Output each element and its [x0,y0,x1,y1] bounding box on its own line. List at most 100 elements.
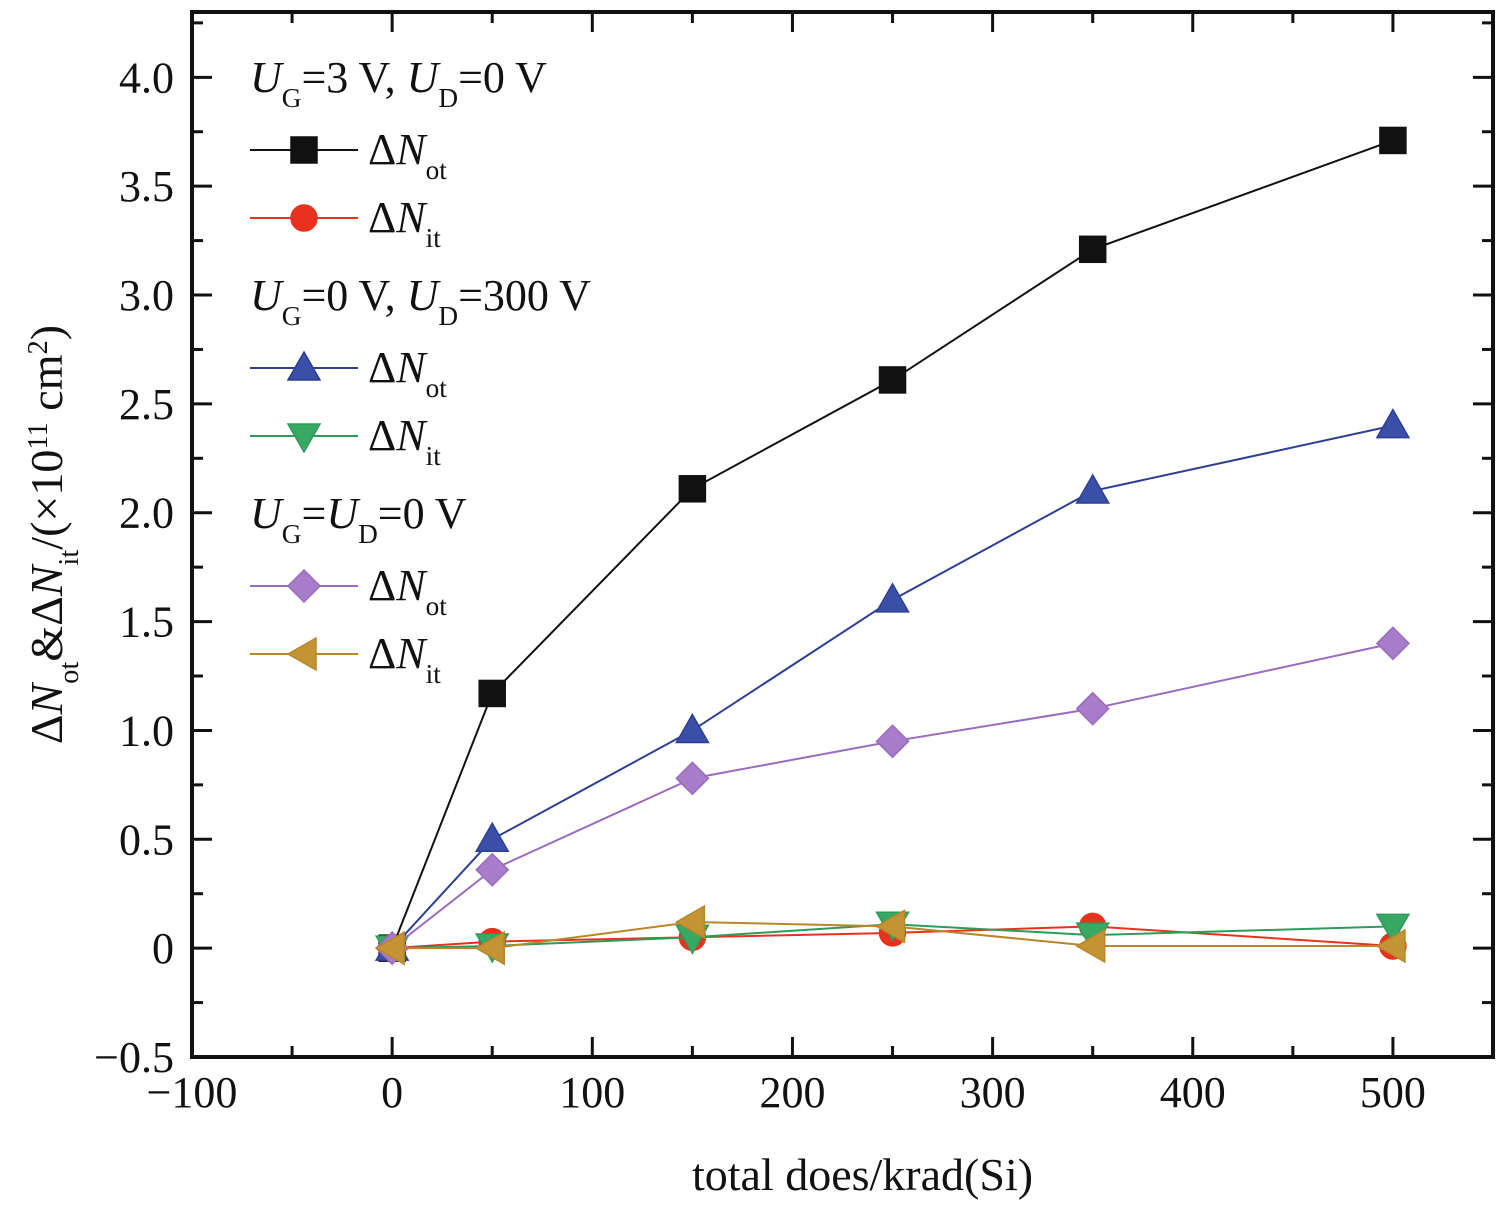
data-point [475,852,510,887]
x-tick-label: 500 [1360,1068,1426,1117]
text-part: D [438,83,458,113]
legend-marker [286,636,317,672]
x-tick-label: −100 [147,1068,238,1117]
data-point [875,582,910,613]
data-point [674,904,706,940]
text-part: Δ [368,343,396,392]
data-point [1379,126,1407,155]
x-tick-label: 100 [559,1068,625,1117]
y-tick-label: 4.0 [119,53,174,102]
data-point [1075,691,1110,726]
y-tick-label: 0 [152,924,174,973]
data-point [1375,913,1411,944]
text-part: N [21,563,72,597]
data-point [1375,928,1406,964]
text-part: D [358,519,378,549]
text-part: U [326,489,361,538]
text-part: Δ [21,715,72,745]
text-part: Δ [368,193,396,242]
text-part: N [395,343,428,392]
text-part: =0 V [458,53,547,102]
data-point [478,679,506,708]
y-tick-label: 0.5 [119,815,174,864]
data-point [1075,473,1110,504]
text-part: N [395,125,428,174]
legend-marker [290,204,318,232]
text-part: =3 V, [301,53,406,102]
text-part: ot [54,662,85,684]
x-tick-label: 400 [1160,1068,1226,1117]
y-tick-label: 3.0 [119,271,174,320]
legend-entry: ΔNit [250,411,441,471]
data-point [474,930,505,966]
y-tick-labels: −0.5 0 0.5 1.0 1.5 2.0 2.5 3.0 3.5 4.0 [94,53,174,1082]
legend-label: ΔNit [368,411,441,471]
text-part: U [407,271,442,320]
y-tick-label: 3.5 [119,162,174,211]
text-part: cm [21,354,72,422]
text-part: G [282,519,302,549]
series-line [392,925,1393,950]
series-line [391,424,1394,949]
data-point [474,821,510,853]
legend-marker [286,423,322,454]
legend-marker [286,350,322,381]
y-axis-label: ΔNot&ΔNit/(×1011 cm2) [21,325,85,744]
text-part: U [250,271,285,320]
data-point [675,712,710,744]
series-0 [378,126,1407,962]
data-point [875,909,906,944]
text-part: 11 [23,422,54,449]
data-point [1375,626,1410,661]
data-point [374,930,405,966]
text-part: =0 V [378,489,467,538]
text-part: = [301,489,326,538]
data-point [1078,235,1107,264]
series-line [392,923,1393,950]
y-tick-label: −0.5 [94,1033,174,1082]
y-tick-label: 2.0 [119,489,174,538]
text-part: U [407,53,442,102]
plot-series [374,126,1411,966]
text-part: =0 V, [301,271,406,320]
y-tick-label: 1.0 [119,706,174,755]
series-2 [374,408,1411,961]
text-part: it [426,659,442,689]
text-part: =300 V [458,271,591,320]
text-part: /(×10 [21,450,72,550]
text-part: ot [426,373,448,403]
y-tick-label: 1.5 [119,598,174,647]
series-line [391,139,1394,949]
text-part: N [395,561,428,610]
legend-label: ΔNot [368,343,447,403]
text-part: it [426,223,442,253]
data-point [678,475,707,503]
series-line [391,642,1394,949]
text-part: N [395,629,428,678]
text-part: Δ [368,125,396,174]
legend-group-title: UG=0 V, UD=300 V [250,271,591,331]
x-tick-label: 300 [960,1068,1026,1117]
legend-entry: ΔNot [250,343,447,403]
text-part: N [21,682,72,716]
legend-entry: ΔNot [250,561,447,621]
legend-label: ΔNot [368,561,447,621]
y-tick-label: 2.5 [119,380,174,429]
text-part: 2 [23,340,54,354]
data-point [878,366,907,394]
text-part: ) [21,325,72,340]
text-part: N [395,193,428,242]
legend-group-title: UG=3 V, UD=0 V [250,53,547,113]
x-tick-label: 0 [381,1068,403,1117]
x-tick-labels: −100 0 100 200 300 400 500 [147,1068,1426,1117]
text-part: U [250,489,285,538]
data-point [1375,408,1411,439]
legend-marker [286,568,322,604]
data-point [1075,928,1106,964]
text-part: ot [426,155,448,185]
x-axis-label: total does/krad(Si) [692,1149,1033,1200]
text-part: G [282,301,302,331]
series-5 [374,904,1406,966]
